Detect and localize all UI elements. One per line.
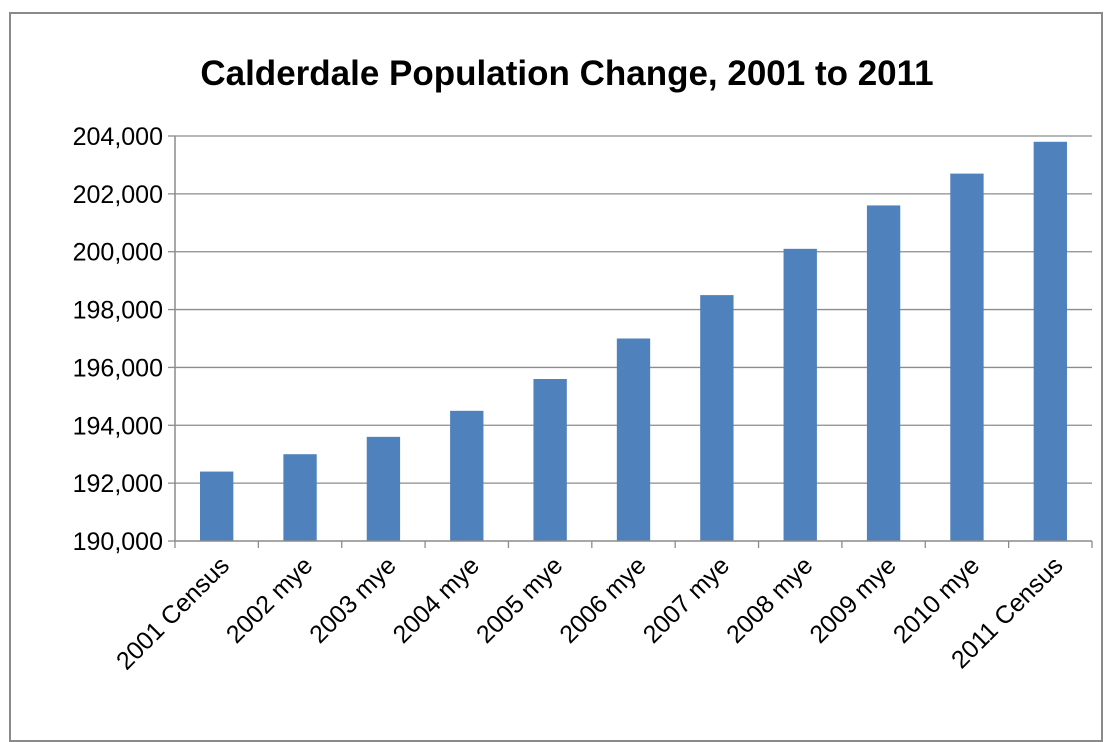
bar [450, 410, 484, 541]
bar [616, 338, 651, 541]
bar [1033, 141, 1067, 542]
bars [200, 141, 1067, 542]
x-category-label: 2003 mye [304, 551, 401, 648]
y-tick-label: 196,000 [73, 354, 163, 382]
bar [200, 471, 234, 541]
chart-title: Calderdale Population Change, 2001 to 20… [200, 54, 933, 93]
bar [950, 173, 984, 541]
y-tick-label: 190,000 [73, 528, 163, 556]
bar [700, 295, 734, 541]
bar [783, 248, 817, 542]
x-category-label: 2002 mye [221, 551, 318, 648]
x-category-label: 2004 mye [388, 551, 485, 648]
x-category-label: 2005 mye [471, 551, 568, 648]
bar [366, 436, 401, 541]
bar [866, 205, 901, 541]
gridlines [175, 135, 1092, 484]
y-tick-label: 198,000 [73, 297, 163, 325]
y-tick-label: 194,000 [73, 412, 163, 440]
bar [283, 454, 317, 541]
x-category-label: 2009 mye [804, 551, 901, 648]
chart-frame [9, 12, 1103, 742]
y-tick-labels: 190,000 192,000 194,000 196,000 198,000 200,0… [73, 123, 163, 556]
y-tick-label: 202,000 [73, 181, 163, 209]
x-category-label: 2001 Census [111, 551, 235, 675]
y-tick-label: 204,000 [73, 123, 163, 151]
y-tick-label: 200,000 [73, 239, 163, 267]
y-tick-label: 192,000 [73, 470, 163, 498]
bar [533, 379, 567, 541]
x-category-label: 2007 mye [638, 551, 735, 648]
axes [168, 135, 1093, 548]
x-category-label: 2006 mye [554, 551, 651, 648]
x-category-label: 2008 mye [721, 551, 818, 648]
